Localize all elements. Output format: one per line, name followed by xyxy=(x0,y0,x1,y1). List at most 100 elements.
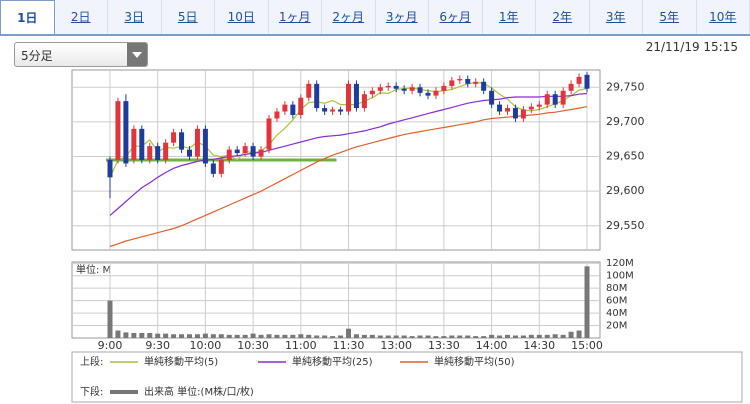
candle-body xyxy=(568,83,574,91)
interval-select-value: 5分足 xyxy=(21,49,53,63)
volume-bar xyxy=(115,330,121,338)
volume-bar xyxy=(242,334,248,338)
volume-bar xyxy=(401,335,407,338)
legend-label: 単純移動平均(50) xyxy=(434,355,515,368)
candle-body xyxy=(465,79,471,84)
volume-bar xyxy=(107,300,113,338)
volume-bar xyxy=(584,266,590,338)
volume-bar xyxy=(274,334,280,338)
volume-bar xyxy=(290,334,296,338)
candle-body xyxy=(131,128,137,160)
volume-bar xyxy=(330,336,336,338)
volume-bar xyxy=(489,334,495,338)
period-tab[interactable]: 1日 xyxy=(0,0,55,34)
candle-body xyxy=(369,90,375,95)
legend-box xyxy=(71,351,743,403)
volume-bar xyxy=(361,334,367,338)
period-tab[interactable]: 2日 xyxy=(55,0,108,34)
x-tick-label: 14:30 xyxy=(523,339,555,352)
volume-bar xyxy=(433,336,439,338)
volume-tick-label: 20M xyxy=(606,321,627,332)
volume-bar xyxy=(481,336,487,338)
candle-body xyxy=(536,104,542,107)
volume-tick-label: 40M xyxy=(606,308,627,319)
volume-tick-label: 60M xyxy=(606,296,627,307)
y-tick-label: 29,550 xyxy=(606,219,645,232)
period-tab[interactable]: 5日 xyxy=(162,0,215,34)
volume-bar xyxy=(417,335,423,338)
period-tab[interactable]: 3ヶ月 xyxy=(376,0,429,34)
candle-body xyxy=(353,83,359,109)
candle-body xyxy=(433,90,439,96)
volume-bar xyxy=(282,334,288,338)
volume-bar xyxy=(465,335,471,338)
x-tick-label: 14:00 xyxy=(476,339,508,352)
candle-body xyxy=(226,149,232,160)
volume-bar xyxy=(298,334,304,338)
candle-body xyxy=(187,149,192,157)
moving-average-line xyxy=(109,106,588,248)
period-tab[interactable]: 10日 xyxy=(215,0,269,34)
volume-bar xyxy=(505,334,510,338)
y-tick-label: 29,700 xyxy=(606,115,645,128)
volume-bar xyxy=(536,334,542,338)
candle-body xyxy=(425,92,431,96)
period-tab[interactable]: 1年 xyxy=(483,0,536,34)
period-tab[interactable]: 5年 xyxy=(643,0,697,34)
volume-bar xyxy=(544,334,550,338)
candle-body xyxy=(258,149,264,157)
legend-upper-label: 上段: xyxy=(80,355,103,368)
volume-tick-label: 120M xyxy=(606,258,634,269)
volume-bar xyxy=(202,333,208,338)
volume-bar xyxy=(560,334,566,338)
candle-body xyxy=(473,81,479,84)
volume-tick-label: 80M xyxy=(606,283,627,294)
candle-body xyxy=(147,146,153,160)
x-tick-label: 9:00 xyxy=(98,339,123,352)
candle-body xyxy=(266,118,272,150)
candle-body xyxy=(584,74,590,89)
volume-bar xyxy=(322,335,328,338)
volume-bar xyxy=(123,332,129,338)
candle-body xyxy=(194,128,200,157)
period-tab[interactable]: 3日 xyxy=(108,0,162,34)
candle-body xyxy=(290,104,296,115)
volume-bar xyxy=(147,333,153,338)
period-tab[interactable]: 3年 xyxy=(590,0,643,34)
volume-bar xyxy=(441,336,447,338)
volume-bar xyxy=(385,335,391,338)
interval-select[interactable]: 5分足 xyxy=(14,42,148,67)
candle-body xyxy=(497,104,503,112)
candle-body xyxy=(512,108,518,119)
candle-body xyxy=(218,160,224,174)
candle-body xyxy=(552,94,558,105)
candle-body xyxy=(210,163,216,174)
period-tab[interactable]: 1ヶ月 xyxy=(269,0,322,34)
candle-body xyxy=(282,104,288,112)
period-tab[interactable]: 2ヶ月 xyxy=(322,0,376,34)
volume-bar xyxy=(226,334,232,338)
x-tick-label: 11:30 xyxy=(333,339,365,352)
x-tick-label: 11:00 xyxy=(285,339,317,352)
candle-body xyxy=(409,87,415,91)
candle-body xyxy=(520,109,526,119)
volume-bar xyxy=(234,334,240,338)
volume-bar xyxy=(497,335,503,338)
volume-bar xyxy=(369,334,375,338)
candle-body xyxy=(346,83,351,112)
candle-body xyxy=(107,160,113,178)
period-tab[interactable]: 6ヶ月 xyxy=(429,0,483,34)
x-tick-label: 15:00 xyxy=(571,339,603,352)
y-tick-label: 29,750 xyxy=(606,80,645,93)
volume-unit: 単位: M xyxy=(76,263,111,276)
candle-body xyxy=(505,108,510,112)
volume-bar xyxy=(171,334,177,338)
volume-bar xyxy=(353,334,359,338)
volume-bar xyxy=(568,331,574,338)
x-tick-label: 13:00 xyxy=(380,339,412,352)
period-tab[interactable]: 2年 xyxy=(536,0,590,34)
candle-body xyxy=(544,94,550,105)
candle-body xyxy=(139,128,145,160)
